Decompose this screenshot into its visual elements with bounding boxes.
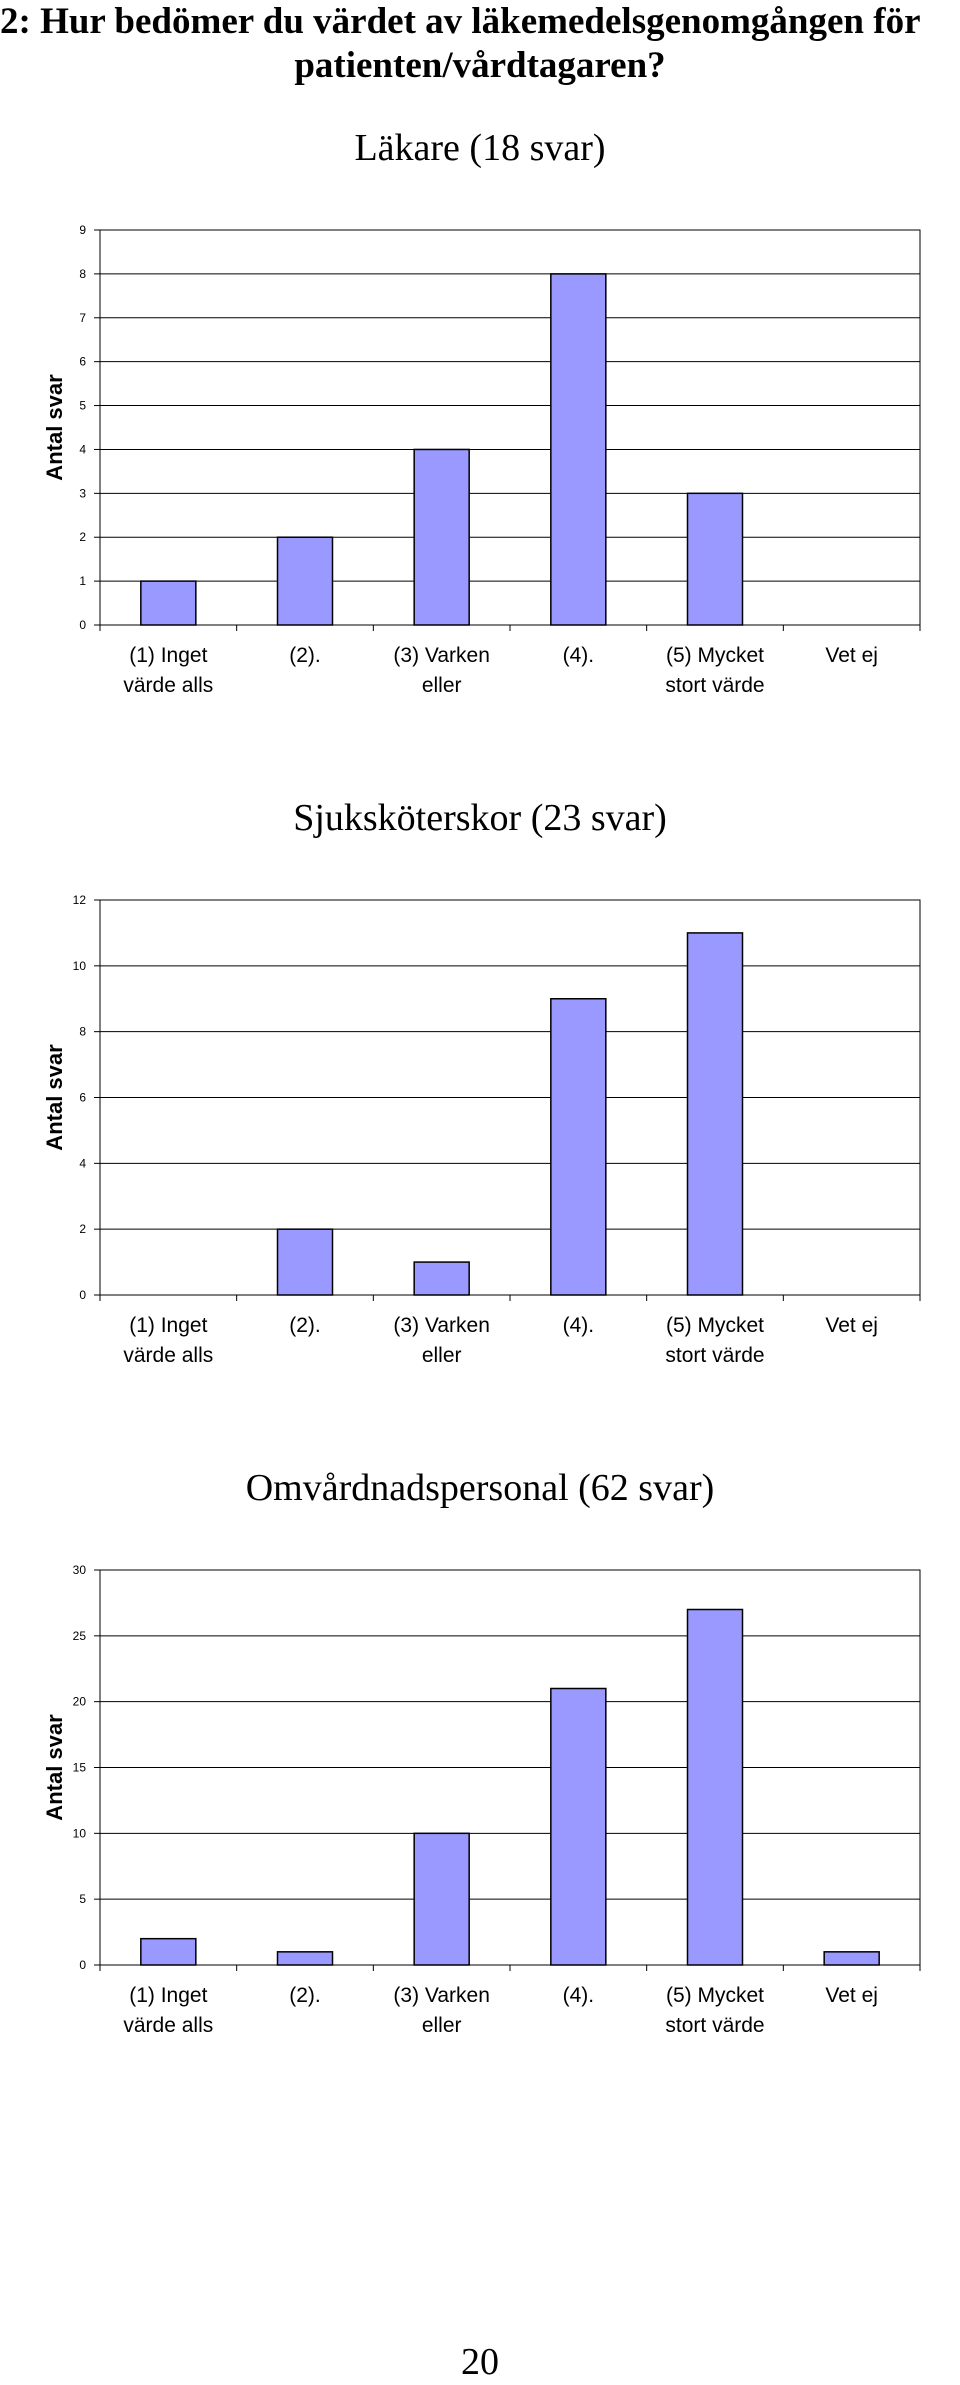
y-tick-label: 5	[79, 399, 86, 413]
bar	[140, 1937, 197, 1966]
x-tick-label: (1) Inget	[129, 1984, 207, 2007]
x-tick-label: (1) Inget	[129, 644, 207, 667]
x-tick-label: eller	[422, 674, 462, 697]
chart-sjukskoterskor: Sjuksköterskor (23 svar) Antal svar 0 2 4 6 8 1…	[0, 770, 960, 1370]
bar	[276, 1228, 334, 1296]
bar	[413, 1832, 470, 1966]
bar	[550, 998, 607, 1296]
x-tick-label: värde alls	[123, 674, 213, 697]
x-tick-label: värde alls	[123, 1344, 213, 1367]
y-tick-label: 7	[79, 311, 86, 325]
x-tick-label: (5) Mycket	[666, 1984, 764, 2007]
bar	[413, 1261, 470, 1296]
y-tick-label: 6	[79, 1091, 86, 1105]
y-axis-label: Antal svar	[42, 374, 67, 481]
bar	[550, 1687, 607, 1966]
chart-title: Omvårdnadspersonal (62 svar)	[246, 1467, 715, 1509]
x-tick-label: (5) Mycket	[666, 1314, 764, 1337]
page-number: 20	[461, 2341, 499, 2383]
x-tick-label: Vet ej	[825, 1984, 878, 2007]
y-tick-label: 20	[73, 1695, 87, 1709]
y-axis-label: Antal svar	[42, 1714, 67, 1821]
y-tick-label: 1	[79, 574, 86, 588]
x-tick-label: värde alls	[123, 2014, 213, 2037]
chart-title: Läkare (18 svar)	[354, 127, 605, 169]
bar	[686, 492, 744, 626]
x-tick-label: stort värde	[665, 674, 764, 697]
chart-title: Sjuksköterskor (23 svar)	[293, 797, 667, 839]
y-tick-label: 0	[79, 1288, 86, 1302]
y-tick-label: 6	[79, 355, 86, 369]
bar	[686, 932, 744, 1296]
y-tick-label: 0	[79, 618, 86, 632]
y-tick-label: 5	[79, 1892, 86, 1906]
x-tick-label: (4).	[563, 1984, 595, 2007]
y-tick-label: 15	[73, 1761, 87, 1775]
heading-line-1: 2: Hur bedömer du värdet av läkemedelsge…	[0, 1, 921, 42]
y-tick-label: 3	[79, 486, 86, 500]
x-tick-label: (3) Varken	[393, 1984, 489, 2007]
y-tick-label: 30	[73, 1563, 87, 1577]
chart-svg: Läkare (18 svar) Antal svar 0 1 2 3 4 5 6 7 8 9 (1) …	[42, 127, 921, 697]
x-tick-label: (2).	[289, 1314, 321, 1337]
bar	[686, 1608, 744, 1966]
x-tick-label: (3) Varken	[393, 1314, 489, 1337]
x-tick-label: (5) Mycket	[666, 644, 764, 667]
y-axis-label: Antal svar	[42, 1044, 67, 1151]
x-tick-label: Vet ej	[825, 1314, 878, 1337]
y-tick-label: 2	[79, 1222, 86, 1236]
chart-svg: Sjuksköterskor (23 svar) Antal svar 0 2 4 6 8 1…	[42, 797, 921, 1367]
x-tick-label: (4).	[563, 1314, 595, 1337]
y-tick-label: 4	[79, 442, 86, 456]
x-tick-label: (1) Inget	[129, 1314, 207, 1337]
chart-svg: Omvårdnadspersonal (62 svar) Antal svar 0 5…	[42, 1467, 921, 2037]
bar	[140, 580, 197, 626]
bar	[550, 273, 607, 626]
y-tick-label: 9	[79, 223, 86, 237]
y-tick-label: 8	[79, 1025, 86, 1039]
chart-omvardnadspersonal: Omvårdnadspersonal (62 svar) Antal svar 0 5…	[0, 1440, 960, 2040]
x-tick-label: eller	[422, 2014, 462, 2037]
x-tick-label: (2).	[289, 644, 321, 667]
y-tick-label: 12	[73, 893, 87, 907]
chart-lakare: Läkare (18 svar) Antal svar 0 1 2 3 4 5 6 7 8 9 (1) …	[0, 100, 960, 700]
y-tick-label: 0	[79, 1958, 86, 1972]
x-tick-label: stort värde	[665, 2014, 764, 2037]
x-tick-label: stort värde	[665, 1344, 764, 1367]
y-tick-label: 4	[79, 1156, 86, 1170]
y-tick-label: 8	[79, 267, 86, 281]
bar	[276, 536, 334, 626]
page-heading: 2: Hur bedömer du värdet av läkemedelsge…	[0, 0, 960, 88]
x-tick-label: eller	[422, 1344, 462, 1367]
x-tick-label: (3) Varken	[393, 644, 489, 667]
y-tick-label: 2	[79, 530, 86, 544]
y-tick-label: 10	[73, 959, 87, 973]
bar	[823, 1951, 880, 1966]
y-tick-label: 25	[73, 1629, 87, 1643]
bar	[276, 1951, 334, 1966]
plot-area	[99, 229, 921, 626]
x-tick-label: Vet ej	[825, 644, 878, 667]
x-tick-label: (4).	[563, 644, 595, 667]
heading-line-2: patienten/vårdtagaren?	[294, 45, 666, 86]
x-tick-label: (2).	[289, 1984, 321, 2007]
y-tick-label: 10	[73, 1826, 87, 1840]
bar	[413, 448, 470, 626]
